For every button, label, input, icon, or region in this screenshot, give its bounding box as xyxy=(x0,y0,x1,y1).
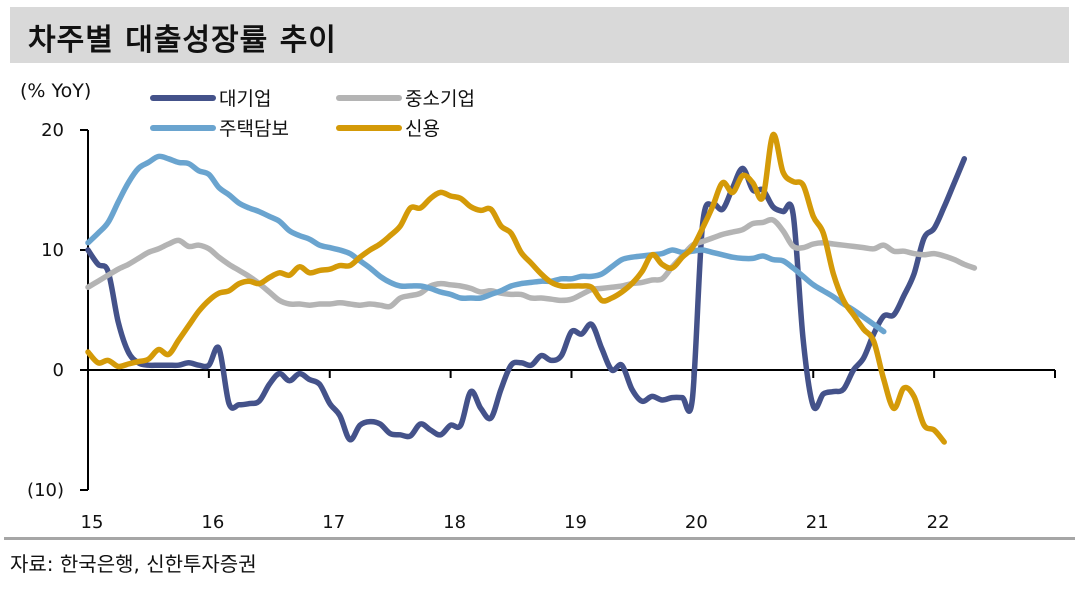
series-line-0 xyxy=(85,156,968,443)
x-tick-label: 22 xyxy=(927,512,950,533)
legend-item-large-corp: 대기업 xyxy=(150,84,271,111)
x-tick-label: 15 xyxy=(81,512,104,533)
y-tick-label: (10) xyxy=(27,480,64,501)
series-group xyxy=(85,132,978,445)
x-tick-label: 21 xyxy=(806,512,829,533)
legend-swatch-large-corp xyxy=(150,94,216,101)
legend-label: 신용 xyxy=(405,118,440,140)
chart-title: 차주별 대출성장률 추이 xyxy=(28,23,337,58)
legend-item-credit: 신용 xyxy=(336,114,440,141)
legend-swatch-mortgage xyxy=(150,124,216,131)
x-tick-label: 18 xyxy=(443,512,466,533)
x-tick-label: 19 xyxy=(564,512,587,533)
y-tick-label: 0 xyxy=(53,360,64,381)
footer-divider xyxy=(4,537,1075,540)
legend-item-mortgage: 주택담보 xyxy=(150,114,289,141)
series-line-3 xyxy=(85,132,947,445)
legend-label: 중소기업 xyxy=(405,88,475,110)
title-bar: 차주별 대출성장률 추이 xyxy=(10,7,1069,63)
series-line-2 xyxy=(85,153,887,335)
y-axis-unit-label: (% YoY) xyxy=(20,80,92,102)
source-note: 자료: 한국은행, 신한투자증권 xyxy=(10,552,257,576)
legend-item-sme: 중소기업 xyxy=(336,84,475,111)
x-tick-label: 16 xyxy=(201,512,224,533)
x-tick-label: 17 xyxy=(322,512,345,533)
legend-label: 대기업 xyxy=(219,88,272,110)
axes: 20 10 0 (10) 15 16 17 18 19 20 21 22 xyxy=(27,120,1056,533)
y-tick-label: 10 xyxy=(41,240,64,261)
legend-swatch-sme xyxy=(336,94,402,101)
legend-swatch-credit xyxy=(336,124,402,131)
x-tick-label: 20 xyxy=(685,512,708,533)
legend-label: 주택담보 xyxy=(219,118,289,140)
y-tick-label: 20 xyxy=(41,120,64,141)
